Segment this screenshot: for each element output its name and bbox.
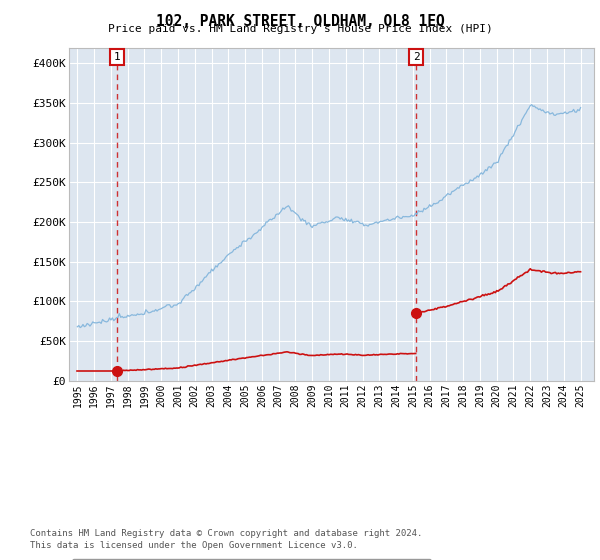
Text: 1: 1 [114, 52, 121, 62]
Text: Price paid vs. HM Land Registry's House Price Index (HPI): Price paid vs. HM Land Registry's House … [107, 24, 493, 34]
Legend: 102, PARK STREET, OLDHAM, OL8 1EQ (detached house), HPI: Average price, detached: 102, PARK STREET, OLDHAM, OL8 1EQ (detac… [71, 559, 431, 560]
Text: Contains HM Land Registry data © Crown copyright and database right 2024.
This d: Contains HM Land Registry data © Crown c… [30, 529, 422, 550]
Text: 2: 2 [413, 52, 419, 62]
Text: 102, PARK STREET, OLDHAM, OL8 1EQ: 102, PARK STREET, OLDHAM, OL8 1EQ [155, 14, 445, 29]
